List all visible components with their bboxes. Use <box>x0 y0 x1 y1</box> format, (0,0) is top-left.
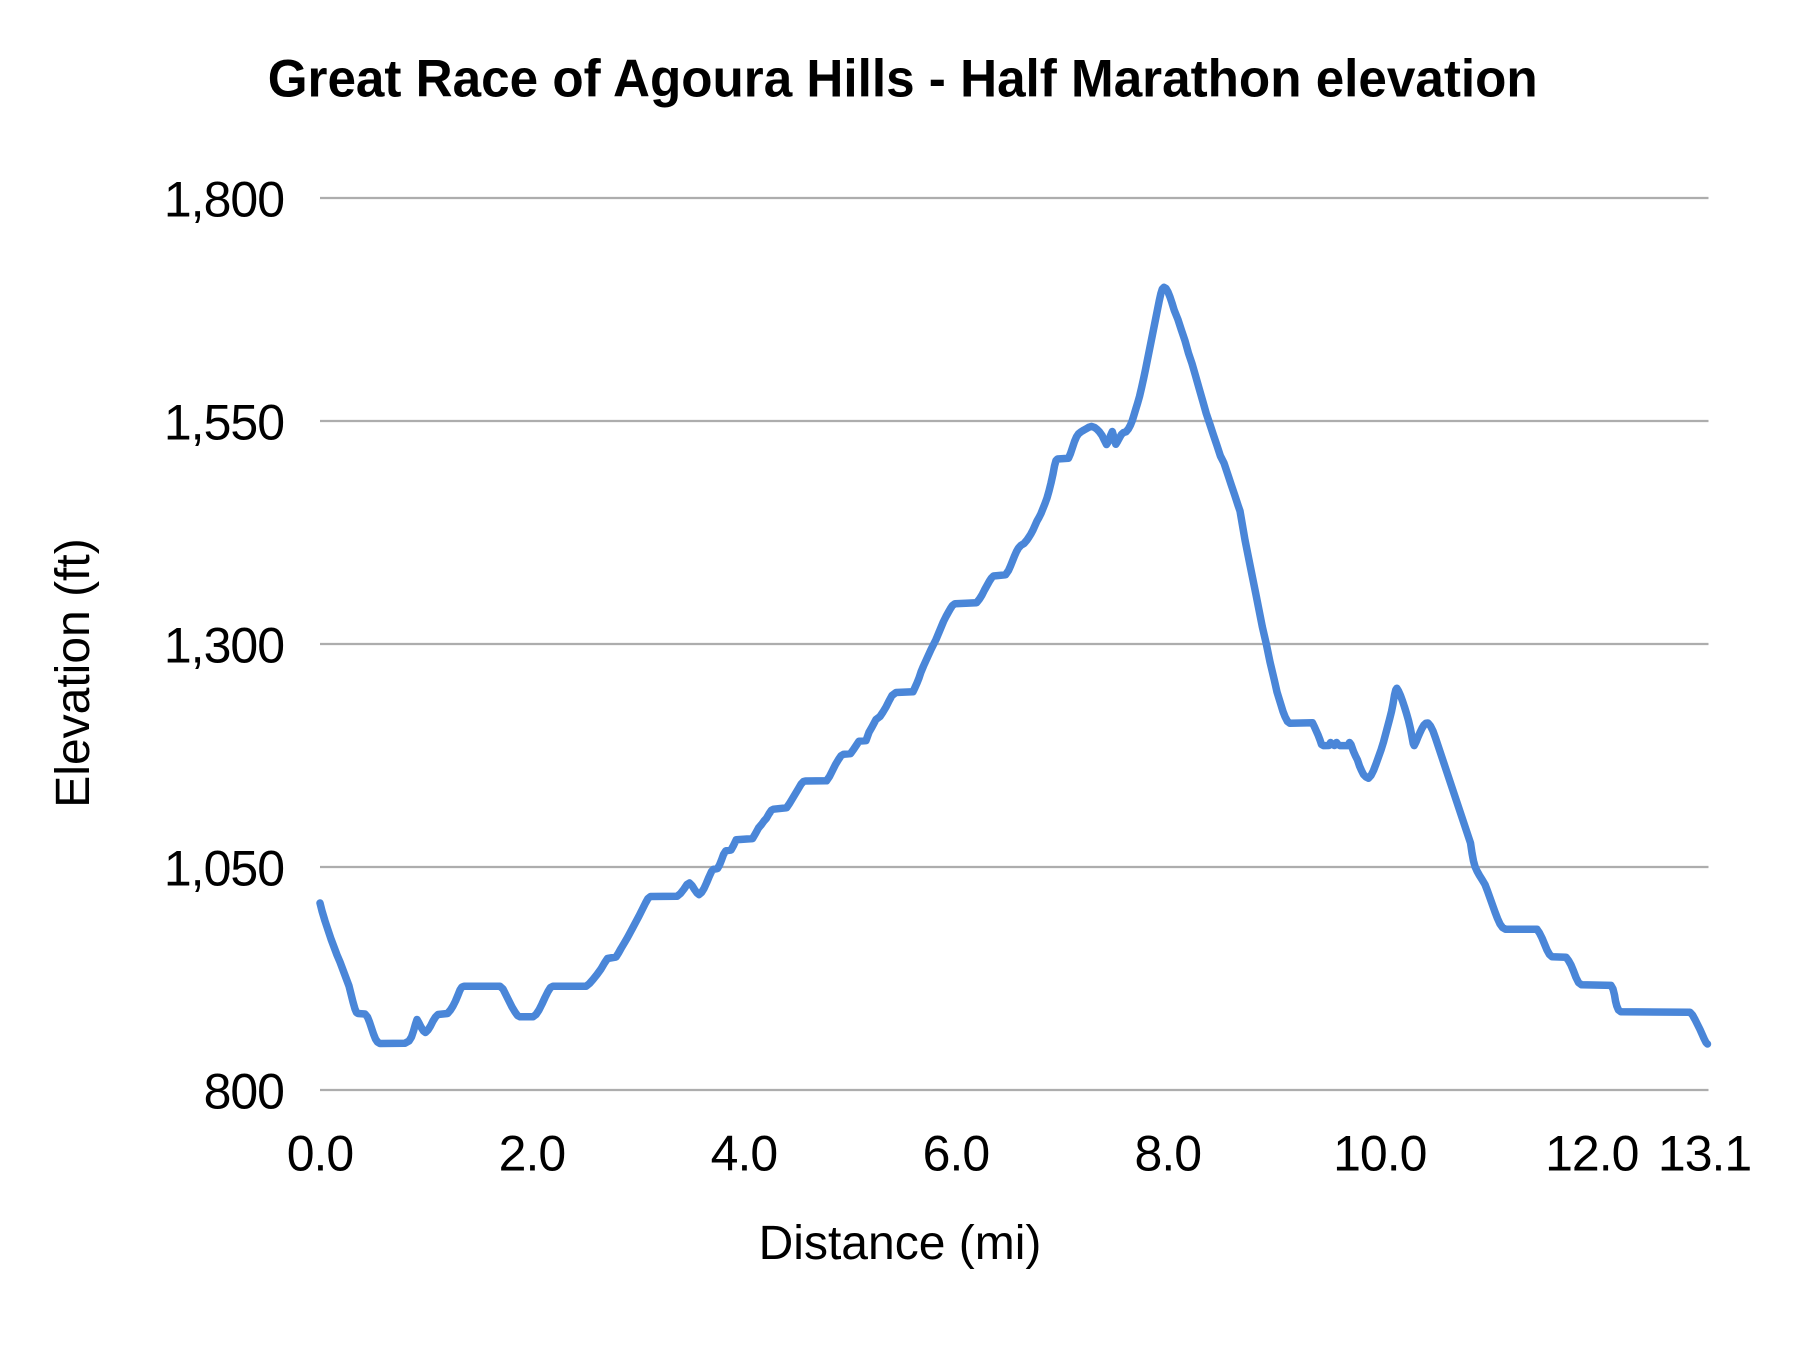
svg-text:800: 800 <box>204 1063 284 1119</box>
svg-text:1,300: 1,300 <box>164 617 284 673</box>
svg-text:12.0: 12.0 <box>1545 1126 1638 1182</box>
svg-text:Distance (mi): Distance (mi) <box>759 1217 1042 1270</box>
svg-text:1,550: 1,550 <box>164 394 284 450</box>
svg-text:4.0: 4.0 <box>711 1126 778 1182</box>
svg-text:13.1: 13.1 <box>1658 1126 1751 1182</box>
svg-text:Great Race of Agoura Hills - H: Great Race of Agoura Hills - Half Marath… <box>268 50 1538 109</box>
svg-text:0.0: 0.0 <box>287 1126 354 1182</box>
svg-text:6.0: 6.0 <box>923 1126 990 1182</box>
svg-text:Elevation (ft): Elevation (ft) <box>47 538 100 807</box>
svg-text:2.0: 2.0 <box>499 1126 566 1182</box>
svg-text:1,050: 1,050 <box>164 840 284 896</box>
svg-text:8.0: 8.0 <box>1135 1126 1202 1182</box>
svg-text:10.0: 10.0 <box>1333 1126 1426 1182</box>
svg-text:1,800: 1,800 <box>164 171 284 227</box>
